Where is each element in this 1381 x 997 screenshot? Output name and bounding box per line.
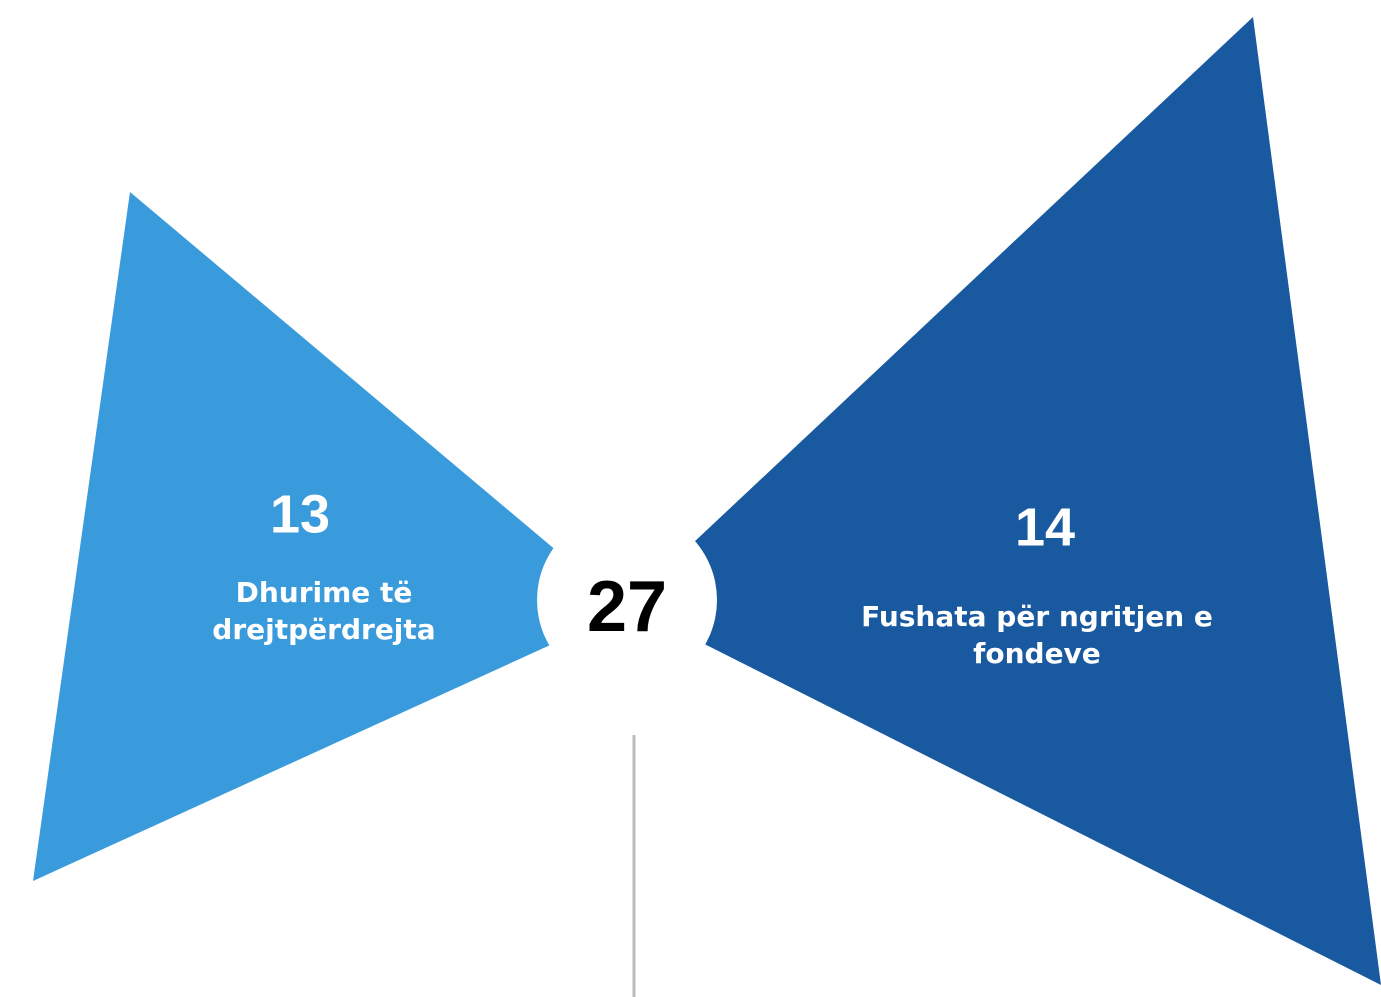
segment-value: 13: [270, 484, 330, 544]
right-triangle: [627, 17, 1381, 985]
segment-label: Dhurime të: [236, 576, 413, 609]
total-value: 27: [587, 567, 667, 647]
segment-label: fondeve: [973, 637, 1101, 670]
segment-label: Fushata për ngritjen e: [861, 600, 1213, 633]
left-triangle: [33, 192, 627, 881]
segment-value: 14: [1015, 497, 1075, 557]
segment-label: drejtpërdrejta: [212, 613, 435, 646]
center-circle: [537, 510, 717, 690]
